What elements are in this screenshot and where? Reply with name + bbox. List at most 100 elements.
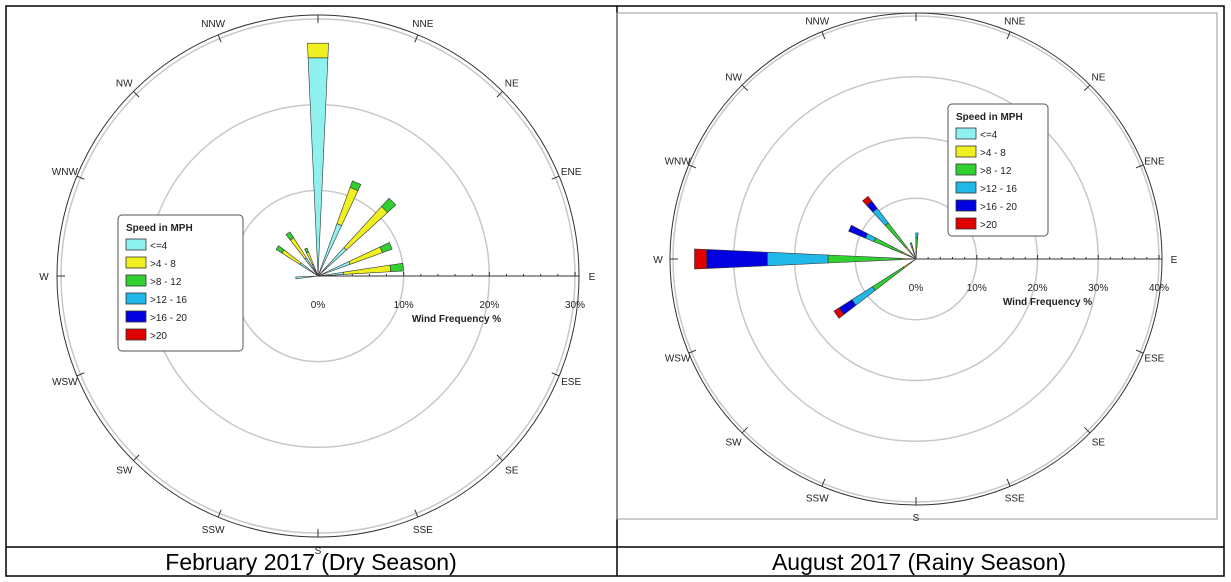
tick-label: 30% [1088,283,1108,294]
petal-ene-bin-1 [348,246,383,265]
direction-label-sw: SW [726,437,743,448]
petal-wsw-bin-0 [910,258,917,264]
tick-label: 20% [1027,283,1047,294]
direction-tick-wsw [76,372,85,377]
petal-wnw-bin-1 [901,251,912,258]
petal-n-bin-1 [307,42,329,59]
legend-swatch-3 [125,292,147,305]
direction-label-nw: NW [116,78,133,89]
petal-nw-bin-1 [289,237,307,260]
legend-item-4: >16 - 20 [150,313,187,324]
direction-label-ssw: SSW [806,493,829,504]
petal-wnw-bin-4 [848,224,868,239]
direction-label-nw: NW [725,73,742,84]
direction-tick-ne [1083,84,1091,92]
table-border [5,5,1225,577]
petal-ne-bin-1 [343,205,389,251]
tick-label: 40% [1149,283,1169,294]
petal-ne-bin-0 [317,247,347,277]
wind-rose-august: N NNE NE ENE E ESE SE SSE S SSW SW WSW W WNW NW NNW 0% 10… [653,0,1177,524]
tick-label: 10% [394,300,414,311]
axis-label: Wind Frequency % [412,314,501,325]
petal-n-bin-3 [915,232,919,239]
direction-tick-ese [551,372,560,377]
petal-e-bin-1 [343,264,392,275]
petal-n-bin-0 [915,252,917,260]
legend-item-5: >20 [150,331,167,342]
petal-w-bin-5 [694,248,707,270]
tick-label: 10% [967,283,987,294]
petal-wsw-bin-2 [871,266,905,291]
legend-swatch-4 [955,199,977,212]
direction-tick-sse [414,509,419,518]
legend-swatch-5 [125,328,147,341]
legend-swatch-5 [955,217,977,230]
direction-tick-sse [1006,478,1011,487]
direction-tick-ene [551,175,560,180]
direction-label-s: S [913,513,920,524]
direction-label-e: E [589,272,596,283]
legend-item-1: >4 - 8 [980,148,1006,159]
direction-label-ene: ENE [1144,156,1165,167]
petal-n-bin-1 [915,246,918,254]
petal-nnw-bin-1 [911,246,915,254]
direction-label-w: W [653,255,663,266]
petal-nw-bin-5 [862,195,873,206]
direction-label-wsw: WSW [665,354,691,365]
figure-canvas: NNNENEENEEESESESSESSSWSWWSWWWNWNWNNW0%10… [5,0,1225,577]
direction-label-ese: ESE [1144,354,1164,365]
direction-label-wnw: WNW [52,167,79,178]
direction-label-nnw: NNW [201,19,225,30]
direction-label-sw: SW [116,466,133,477]
tick-label: 20% [479,300,499,311]
petal-e-bin-2 [389,262,404,272]
direction-tick-ssw [217,509,222,518]
petal-wsw-bin-5 [833,307,845,319]
direction-tick-nne [1006,31,1011,40]
direction-tick-se [496,454,503,461]
legend-item-2: >8 - 12 [150,277,182,288]
petal-nw-bin-1 [905,246,913,255]
direction-tick-nnw [217,34,222,43]
legend-swatch-0 [955,127,977,140]
petal-nnw-bin-2 [304,247,310,254]
direction-tick-ne [496,91,503,98]
legend-title: Speed in MPH [956,112,1023,123]
direction-label-nnw: NNW [805,17,829,28]
wind-rose-february: N NNE NE ENE E ESE SE SSE S SSW SW WSW W WNW NW NNW 0% 10… [39,0,596,557]
direction-tick-ese [1135,349,1144,354]
legend-item-0: <=4 [150,241,168,252]
petal-nw-bin-2 [884,222,908,249]
direction-label-s: S [315,546,322,557]
direction-label-ssw: SSW [202,525,225,536]
direction-label-n: N [314,5,321,9]
petal-wsw-bin-1 [902,261,912,269]
direction-label-w: W [39,272,49,283]
direction-label-se: SE [1092,437,1106,448]
petal-nnw-bin-2 [909,242,914,249]
figure-frame: NNNENEENEEESESESSESSSWSWWSWWWNWNWNNW0%10… [5,0,1225,577]
legend-swatch-2 [955,163,977,176]
direction-tick-nnw [821,31,826,40]
tick-label: 0% [311,300,326,311]
legend-box [117,214,244,352]
legend-item-5: >20 [980,220,997,231]
direction-label-wnw: WNW [665,156,692,167]
legend-swatch-1 [955,145,977,158]
petal-wnw-bin-2 [275,245,285,254]
legend-item-2: >8 - 12 [980,166,1012,177]
direction-label-n: N [912,5,919,8]
direction-label-nne: NNE [1004,17,1025,28]
direction-label-se: SE [505,466,519,477]
legend-swatch-2 [125,274,147,287]
legend-item-3: >12 - 16 [150,295,187,306]
direction-tick-nw [133,91,140,98]
direction-label-ese: ESE [561,377,581,388]
legend-item-1: >4 - 8 [150,259,176,270]
direction-label-nne: NNE [412,19,433,30]
legend-title: Speed in MPH [126,223,193,234]
petal-w-bin-4 [706,249,768,269]
tick-label: 0% [909,283,924,294]
axis-label: Wind Frequency % [1003,297,1092,308]
direction-tick-wsw [688,349,697,354]
